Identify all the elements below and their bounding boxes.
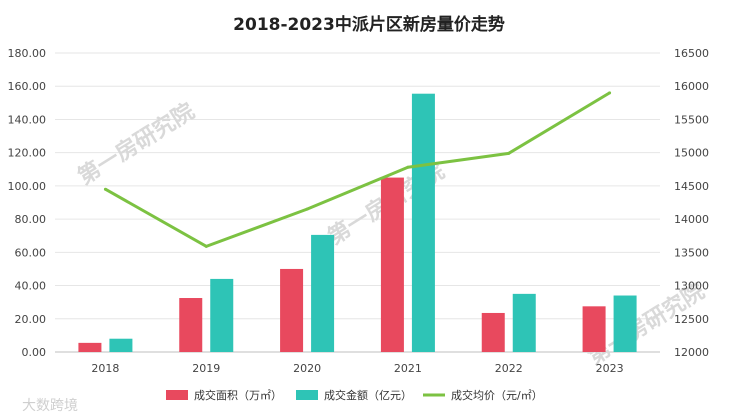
legend-label: 成交均价（元/㎡） (451, 388, 543, 402)
y-left-tick-label: 140.00 (8, 113, 47, 126)
y-left-tick-label: 20.00 (15, 313, 47, 326)
bar-area (78, 342, 102, 352)
line-avg-price (104, 91, 611, 248)
y-right-tick-label: 14000 (674, 213, 709, 226)
line-point (406, 165, 410, 169)
x-tick-label: 2023 (596, 362, 624, 375)
x-tick-label: 2022 (495, 362, 523, 375)
line-point (103, 187, 107, 191)
y-right-tick-label: 12000 (674, 346, 709, 359)
bar-amount (109, 338, 133, 352)
left-axis: 0.00 20.00 40.00 60.00 80.00 100.00 120.00 140.… (8, 47, 47, 359)
x-tick-label: 2020 (293, 362, 321, 375)
bar-area (179, 298, 203, 352)
bar-amount (311, 234, 335, 352)
legend-label: 成交金额（亿元） (324, 388, 412, 402)
bottom-watermark: 大数跨境 (22, 398, 78, 414)
line-point (204, 244, 208, 248)
line-point (608, 91, 612, 95)
legend: 成交面积（万㎡） 成交金额（亿元） 成交均价（元/㎡） (166, 388, 543, 402)
legend-swatch (166, 390, 188, 400)
bar-amount (613, 295, 637, 352)
bar-amount (210, 278, 234, 352)
watermark-text: 第一房研究院 (73, 98, 199, 190)
y-right-tick-label: 15000 (674, 147, 709, 160)
y-right-tick-label: 16000 (674, 80, 709, 93)
y-right-tick-label: 15500 (674, 113, 709, 126)
bar-area (380, 177, 404, 352)
y-left-tick-label: 120.00 (8, 147, 47, 160)
line-point (507, 151, 511, 155)
y-right-tick-label: 16500 (674, 47, 709, 60)
y-left-tick-label: 40.00 (15, 280, 47, 293)
y-right-tick-label: 13500 (674, 246, 709, 259)
y-left-tick-label: 80.00 (15, 213, 47, 226)
y-left-tick-label: 180.00 (8, 47, 47, 60)
bars (78, 93, 637, 353)
x-tick-label: 2021 (394, 362, 422, 375)
legend-swatch (296, 390, 318, 400)
y-left-tick-label: 0.00 (22, 346, 47, 359)
y-right-tick-label: 13000 (674, 280, 709, 293)
bar-amount (411, 93, 435, 353)
x-tick-label: 2019 (192, 362, 220, 375)
y-right-tick-label: 14500 (674, 180, 709, 193)
y-left-tick-label: 160.00 (8, 80, 47, 93)
line-point (305, 207, 309, 211)
y-left-tick-label: 60.00 (15, 246, 47, 259)
y-right-tick-label: 12500 (674, 313, 709, 326)
price-line (103, 91, 612, 248)
gridlines (55, 52, 660, 353)
bar-amount (512, 293, 536, 352)
y-left-tick-label: 100.00 (8, 180, 47, 193)
legend-label: 成交面积（万㎡） (194, 388, 282, 402)
x-axis: 2018 2019 2020 2021 2022 2023 (91, 362, 623, 375)
bar-area (481, 312, 505, 352)
x-tick-label: 2018 (91, 362, 119, 375)
chart-title: 2018-2023中派片区新房量价走势 (233, 14, 505, 35)
bar-area (280, 268, 304, 352)
right-axis: 12000 12500 13000 13500 14000 14500 15000 15500… (674, 47, 709, 359)
bar-area (582, 306, 606, 352)
